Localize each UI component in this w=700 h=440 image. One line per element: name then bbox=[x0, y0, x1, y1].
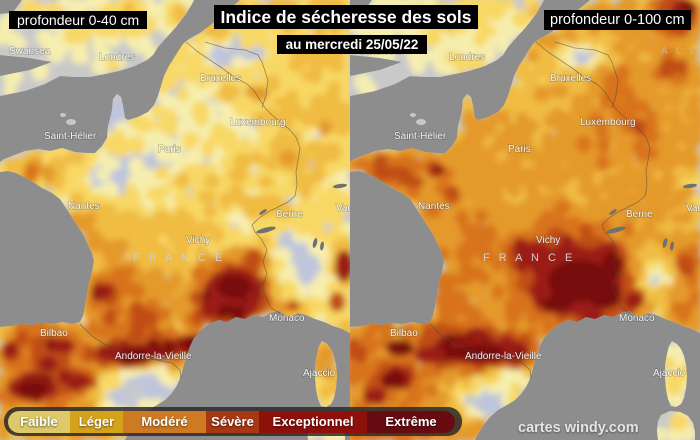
svg-text:Vaduz: Vaduz bbox=[686, 203, 700, 214]
svg-text:Nantes: Nantes bbox=[418, 201, 450, 212]
svg-text:Nantes: Nantes bbox=[68, 201, 100, 212]
svg-text:A L L E: A L L E bbox=[661, 46, 700, 57]
svg-text:Bilbao: Bilbao bbox=[390, 328, 418, 339]
svg-text:F R A N C E: F R A N C E bbox=[483, 252, 575, 264]
svg-text:Paris: Paris bbox=[508, 144, 531, 155]
svg-text:F R A N C E: F R A N C E bbox=[133, 252, 225, 264]
svg-text:Andorre-la-Vieille: Andorre-la-Vieille bbox=[115, 351, 192, 362]
svg-text:Saint-Hélier: Saint-Hélier bbox=[394, 131, 447, 142]
svg-text:Andorre-la-Vieille: Andorre-la-Vieille bbox=[465, 351, 542, 362]
svg-text:Monaco: Monaco bbox=[269, 313, 305, 324]
svg-text:Berne: Berne bbox=[276, 209, 303, 220]
svg-text:Vaduz: Vaduz bbox=[336, 203, 364, 214]
svg-text:Ajaccio: Ajaccio bbox=[303, 368, 336, 379]
svg-text:Luxembourg: Luxembourg bbox=[230, 117, 286, 128]
svg-text:Paris: Paris bbox=[158, 144, 181, 155]
svg-text:Vichy: Vichy bbox=[536, 235, 560, 246]
svg-text:Saint-Hélier: Saint-Hélier bbox=[44, 131, 97, 142]
svg-text:Bilbao: Bilbao bbox=[40, 328, 68, 339]
svg-text:Swansea: Swansea bbox=[9, 46, 51, 57]
svg-text:Luxembourg: Luxembourg bbox=[580, 117, 636, 128]
svg-text:Berne: Berne bbox=[626, 209, 653, 220]
svg-text:Ajaccio: Ajaccio bbox=[653, 368, 686, 379]
svg-text:Monaco: Monaco bbox=[619, 313, 655, 324]
svg-text:Londres: Londres bbox=[449, 52, 485, 63]
svg-text:Londres: Londres bbox=[99, 52, 135, 63]
svg-text:Bruxelles: Bruxelles bbox=[550, 73, 591, 84]
svg-text:Vichy: Vichy bbox=[186, 235, 210, 246]
svg-text:Bruxelles: Bruxelles bbox=[200, 73, 241, 84]
